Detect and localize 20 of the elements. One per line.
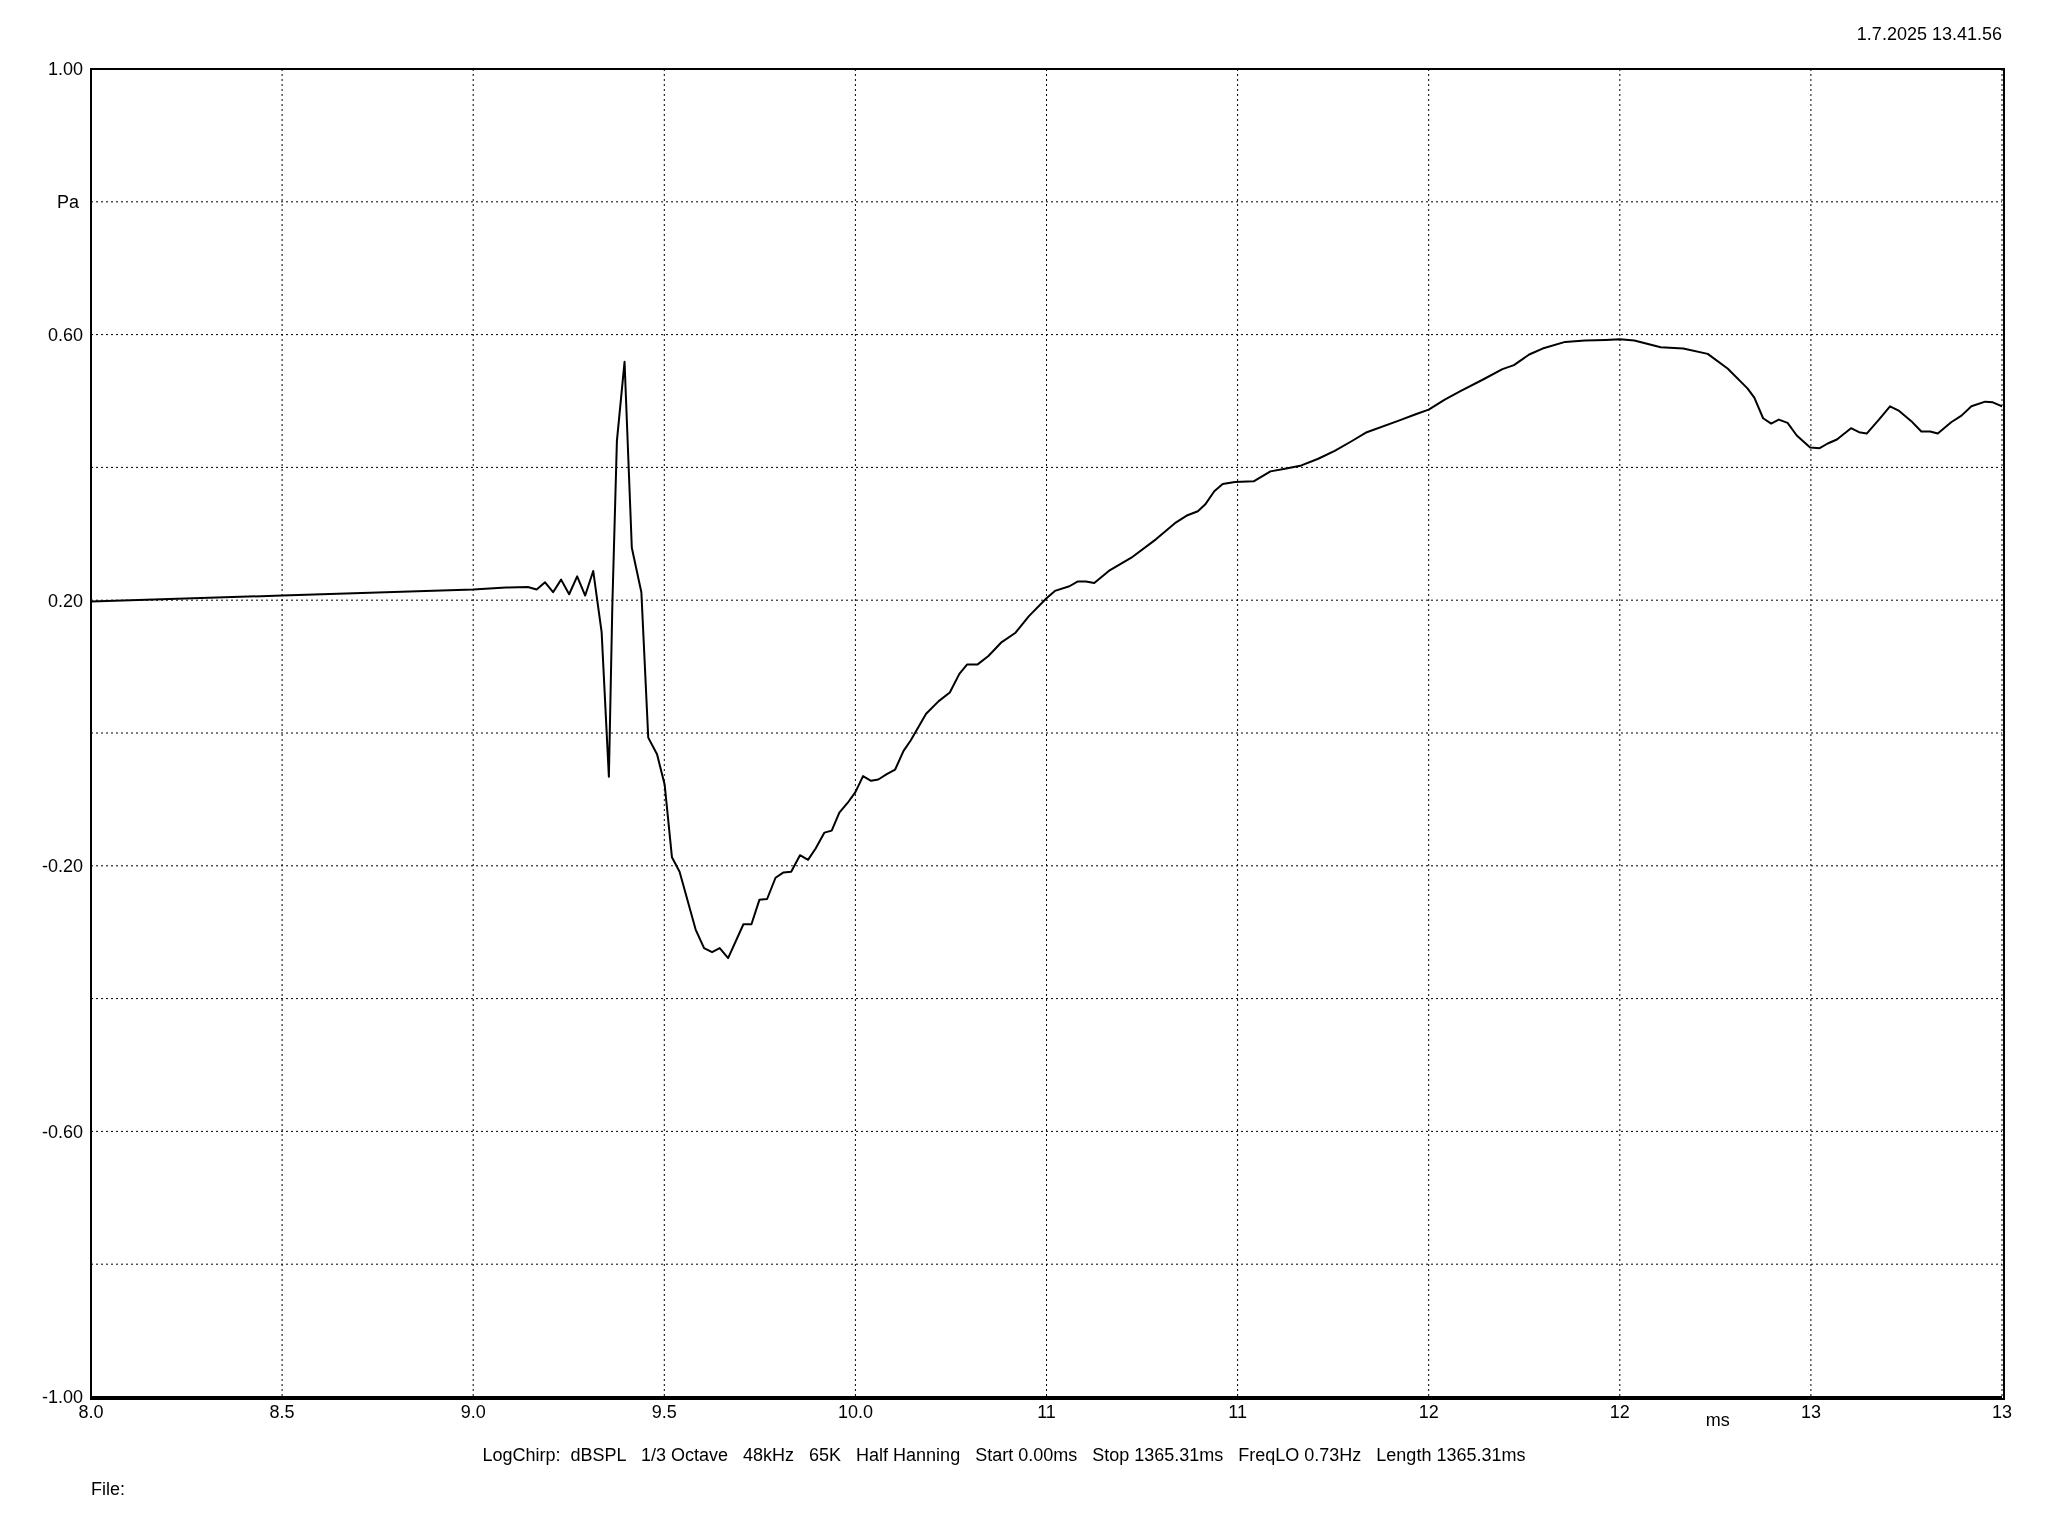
x-tick-label: 11 <box>1037 1401 1056 1422</box>
text: File: <box>91 1479 126 1499</box>
text: 1.7.2025 13.41.56 <box>1856 24 2002 44</box>
x-tick-label: 11 <box>1228 1401 1247 1422</box>
x-tick-label: 9.5 <box>651 1401 677 1422</box>
x-tick-label: 9.0 <box>460 1401 486 1422</box>
x-tick-label: 10.0 <box>837 1401 873 1422</box>
y-tick-label: -0.20 <box>41 856 83 877</box>
y-axis-title: Pa <box>56 191 79 212</box>
x-tick-label: 12 <box>1418 1401 1439 1422</box>
y-tick-label: 0.60 <box>47 324 83 345</box>
x-tick-label: 13 <box>1991 1401 2013 1422</box>
x-tick-label: 13 <box>1800 1401 1821 1422</box>
y-tick-label: 0.20 <box>47 590 83 611</box>
x-tick-label: 12 <box>1609 1401 1630 1422</box>
y-tick-label: -0.60 <box>41 1121 83 1142</box>
x-tick-label: 8.5 <box>269 1401 295 1422</box>
text: LogChirp: dBSPL 1/3 Octave 48kHz 65K Half Hanning Start 0.00ms Stop 1365.31ms FreqLO 0.73Hz Length 1365.31ms <box>481 1445 1527 1465</box>
y-tick-label: 1.00 <box>47 59 83 80</box>
x-axis-title: ms <box>1705 1410 1730 1430</box>
